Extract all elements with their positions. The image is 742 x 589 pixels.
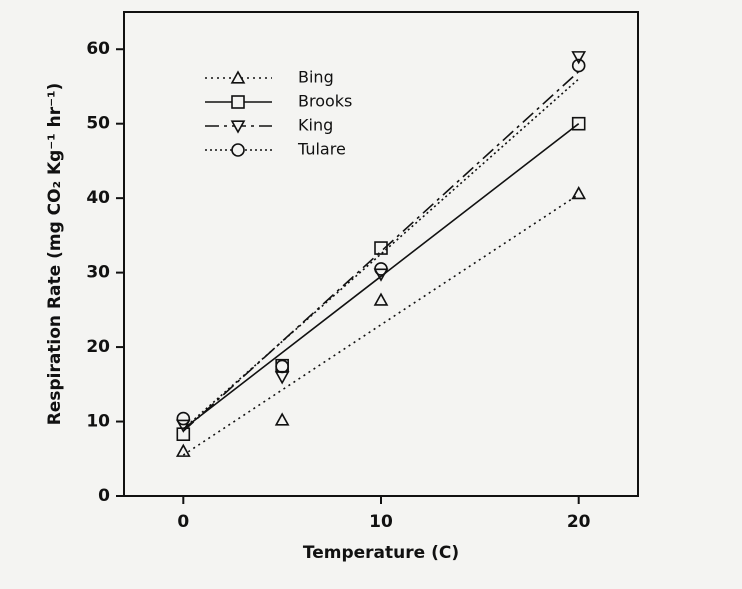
marker xyxy=(274,371,290,385)
marker xyxy=(374,241,388,255)
marker xyxy=(274,412,290,426)
fit-line xyxy=(182,193,580,456)
y-tick-label: 30 xyxy=(86,263,110,283)
marker xyxy=(175,419,191,433)
fit-line xyxy=(182,123,580,430)
legend-label: King xyxy=(298,116,333,135)
y-tick-label: 10 xyxy=(86,412,110,432)
legend-label: Tulare xyxy=(297,140,346,159)
y-tick-label: 50 xyxy=(86,114,110,134)
marker xyxy=(230,70,246,84)
marker xyxy=(571,51,587,65)
x-axis-title: Temperature (C) xyxy=(303,543,459,563)
marker xyxy=(231,143,245,157)
marker xyxy=(231,95,245,109)
marker xyxy=(230,120,246,134)
legend-label: Brooks xyxy=(298,92,352,111)
legend: Bing Brooks King Tulare xyxy=(205,68,352,159)
marker xyxy=(374,262,388,276)
y-axis-title: Respiration Rate (mg CO₂ Kg⁻¹ hr⁻¹) xyxy=(45,83,65,426)
marker xyxy=(571,186,587,200)
marker xyxy=(373,292,389,306)
x-tick-label: 20 xyxy=(567,512,591,532)
marker xyxy=(175,443,191,457)
fit-line xyxy=(182,78,580,430)
marker xyxy=(571,58,586,73)
marker xyxy=(571,116,586,131)
marker xyxy=(176,411,191,426)
fit-line xyxy=(182,70,580,432)
marker xyxy=(275,359,289,374)
y-tick-label: 40 xyxy=(86,188,110,208)
y-tick-label: 20 xyxy=(86,337,110,357)
legend-label: Bing xyxy=(298,68,334,87)
x-tick-label: 0 xyxy=(177,512,189,532)
x-tick-label: 10 xyxy=(369,512,393,532)
y-tick-label: 0 xyxy=(98,486,110,506)
y-tick-label: 60 xyxy=(86,39,110,59)
